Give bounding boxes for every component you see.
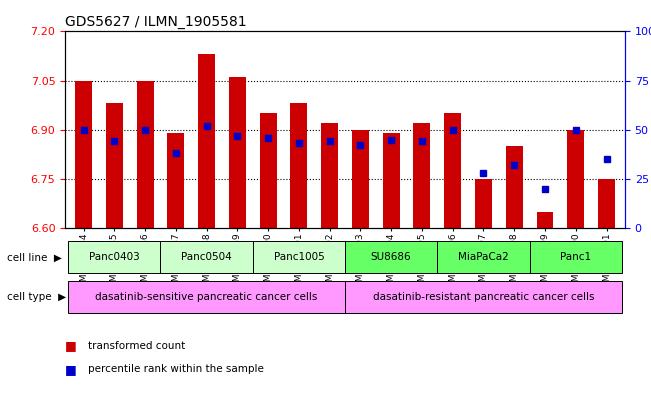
Bar xyxy=(598,179,615,228)
Text: Panc0403: Panc0403 xyxy=(89,252,140,263)
Bar xyxy=(106,103,123,228)
FancyBboxPatch shape xyxy=(68,241,160,274)
Bar xyxy=(229,77,246,228)
Text: cell type  ▶: cell type ▶ xyxy=(7,292,66,302)
Bar xyxy=(444,113,461,228)
FancyBboxPatch shape xyxy=(345,281,622,313)
Text: Panc1: Panc1 xyxy=(560,252,591,263)
Bar xyxy=(506,146,523,228)
Text: SU8686: SU8686 xyxy=(371,252,411,263)
Bar xyxy=(352,130,369,228)
Bar xyxy=(137,81,154,228)
Text: percentile rank within the sample: percentile rank within the sample xyxy=(88,364,264,375)
Text: transformed count: transformed count xyxy=(88,341,185,351)
Text: cell line  ▶: cell line ▶ xyxy=(7,252,61,263)
Text: GDS5627 / ILMN_1905581: GDS5627 / ILMN_1905581 xyxy=(65,15,247,29)
Bar xyxy=(167,133,184,228)
Text: ■: ■ xyxy=(65,339,77,353)
Bar xyxy=(475,179,492,228)
Text: dasatinib-resistant pancreatic cancer cells: dasatinib-resistant pancreatic cancer ce… xyxy=(373,292,594,302)
Bar xyxy=(290,103,307,228)
FancyBboxPatch shape xyxy=(530,241,622,274)
FancyBboxPatch shape xyxy=(160,241,253,274)
Bar xyxy=(536,211,553,228)
Bar xyxy=(383,133,400,228)
Text: dasatinib-sensitive pancreatic cancer cells: dasatinib-sensitive pancreatic cancer ce… xyxy=(96,292,318,302)
Bar xyxy=(413,123,430,228)
Text: ■: ■ xyxy=(65,363,77,376)
Text: MiaPaCa2: MiaPaCa2 xyxy=(458,252,509,263)
Bar xyxy=(75,81,92,228)
Bar xyxy=(260,113,277,228)
Bar xyxy=(321,123,338,228)
FancyBboxPatch shape xyxy=(437,241,530,274)
Bar xyxy=(567,130,584,228)
Text: Panc0504: Panc0504 xyxy=(181,252,232,263)
FancyBboxPatch shape xyxy=(253,241,345,274)
Bar xyxy=(198,54,215,228)
FancyBboxPatch shape xyxy=(68,281,345,313)
Text: Panc1005: Panc1005 xyxy=(273,252,324,263)
FancyBboxPatch shape xyxy=(345,241,437,274)
